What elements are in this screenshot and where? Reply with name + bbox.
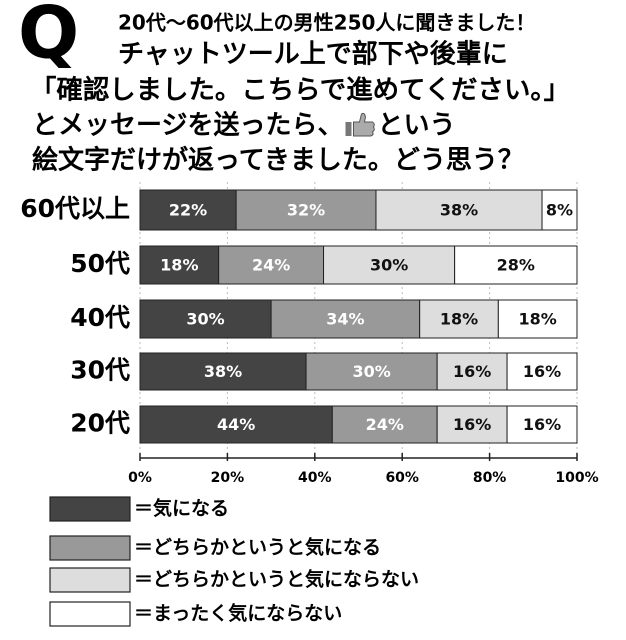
legend-label: ＝まったく気にならない: [134, 602, 342, 625]
value-label: 16%: [523, 415, 561, 434]
legend-label: ＝どちらかというと気になる: [134, 536, 381, 559]
bar-segment: [305, 352, 438, 391]
x-tick-label: 60%: [385, 470, 419, 486]
question-line: チャットツール上で部下や後輩に: [118, 39, 508, 70]
legend-label: ＝どちらかというと気にならない: [134, 568, 419, 591]
category-label: 60代以上: [20, 194, 130, 223]
value-label: 24%: [366, 415, 404, 434]
value-label: 38%: [204, 362, 242, 381]
value-label: 28%: [497, 256, 535, 275]
value-label: 34%: [326, 310, 364, 329]
bar-segment: [235, 189, 377, 231]
bar-segment: [323, 245, 456, 285]
bar-segment: [218, 245, 325, 285]
value-label: 8%: [546, 201, 573, 220]
category-label: 30代: [70, 356, 130, 385]
category-label: 20代: [70, 409, 130, 438]
value-label: 38%: [440, 201, 478, 220]
value-label: 18%: [440, 310, 478, 329]
x-tick-label: 80%: [473, 470, 507, 486]
value-label: 16%: [523, 362, 561, 381]
question-line: とメッセージを送ったら、: [32, 111, 343, 141]
bar-segment: [506, 352, 578, 391]
question-line: という: [377, 111, 455, 141]
value-label: 16%: [453, 415, 491, 434]
bar-segment: [454, 245, 578, 285]
value-label: 44%: [217, 415, 255, 434]
value-label: 30%: [370, 256, 408, 275]
bar-segment: [139, 245, 220, 285]
bar-segment: [139, 352, 307, 391]
x-tick-label: 20%: [211, 470, 245, 486]
bar-segment: [541, 189, 578, 231]
legend-swatch: [49, 567, 131, 593]
category-label: 40代: [70, 303, 130, 332]
x-tick-label: 100%: [555, 470, 598, 486]
legend-swatch: [49, 496, 131, 522]
subtitle: 20代〜60代以上の男性250人に聞きました！: [118, 11, 535, 35]
value-label: 30%: [352, 362, 390, 381]
bar-segment: [436, 405, 508, 444]
thumbs-up-icon: [345, 112, 375, 137]
bar-segment: [419, 299, 499, 339]
value-label: 22%: [169, 201, 207, 220]
bar-segment: [436, 352, 508, 391]
bar-segment: [139, 405, 333, 444]
question-line: 「確認しました。こちらで進めてください。」: [30, 75, 570, 106]
bar-segment: [270, 299, 421, 339]
bar-segment: [139, 189, 237, 231]
bar-segment: [506, 405, 578, 444]
legend-swatch: [49, 601, 131, 627]
q-marker: Q: [18, 0, 79, 75]
value-label: 30%: [186, 310, 224, 329]
value-label: 32%: [287, 201, 325, 220]
legend-label: ＝気になる: [134, 497, 229, 520]
legend-swatch: [49, 535, 131, 561]
x-tick-label: 0%: [128, 470, 152, 486]
value-label: 24%: [252, 256, 290, 275]
x-tick-label: 40%: [298, 470, 332, 486]
bar-segment: [331, 405, 438, 444]
bar-segment: [139, 299, 272, 339]
bar-segment: [497, 299, 578, 339]
question-line: 絵文字だけが返ってきました。どう思う？: [32, 145, 524, 176]
category-label: 50代: [70, 249, 130, 278]
value-label: 16%: [453, 362, 491, 381]
value-label: 18%: [519, 310, 557, 329]
value-label: 18%: [160, 256, 198, 275]
